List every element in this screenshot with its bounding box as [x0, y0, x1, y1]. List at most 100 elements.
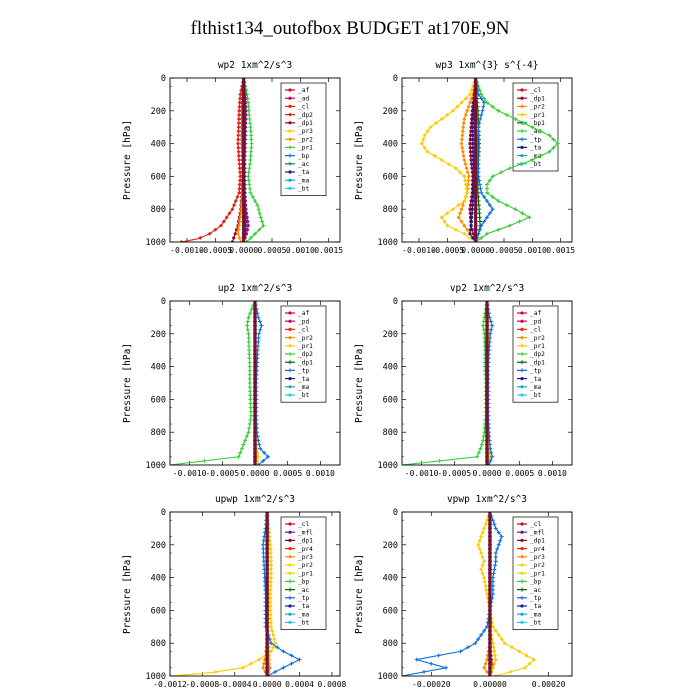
data-point — [478, 186, 483, 191]
data-point — [269, 559, 274, 564]
y-tick-label: 800 — [383, 428, 398, 438]
data-point — [468, 207, 472, 211]
data-point — [421, 137, 426, 142]
data-point — [538, 153, 543, 158]
legend-marker — [520, 104, 524, 109]
legend-marker — [288, 604, 292, 608]
x-tick-label: 0.0005 — [273, 469, 302, 478]
legend-label: _pd — [298, 318, 309, 325]
data-point — [531, 657, 536, 662]
data-point — [213, 669, 218, 674]
legend-marker — [520, 335, 524, 340]
data-point — [480, 108, 485, 113]
data-point — [255, 344, 260, 349]
legend-label: _ac — [298, 587, 309, 594]
data-point — [261, 665, 266, 670]
legend-marker — [288, 538, 292, 543]
data-point — [451, 207, 455, 212]
data-point — [268, 616, 273, 621]
data-point — [245, 323, 250, 328]
y-tick-label: 200 — [383, 541, 398, 551]
data-point — [289, 653, 294, 658]
x-tick-label: -0.0012 — [153, 680, 187, 689]
data-point — [482, 579, 487, 584]
legend-label: _ta — [530, 376, 541, 383]
data-point — [487, 335, 492, 340]
data-point — [261, 458, 266, 463]
data-point — [538, 129, 543, 134]
legend-marker — [520, 571, 524, 576]
data-point — [236, 149, 241, 154]
data-point — [463, 96, 468, 101]
legend-marker — [288, 571, 292, 576]
data-point — [232, 236, 236, 240]
data-point — [499, 637, 504, 642]
data-point — [246, 331, 251, 336]
data-point — [493, 551, 498, 555]
data-point — [488, 446, 493, 451]
data-point — [248, 121, 253, 126]
data-point — [244, 240, 249, 242]
legend-label: _pr1 — [530, 112, 545, 119]
legend-marker — [520, 522, 524, 526]
data-point — [462, 223, 467, 228]
data-point — [270, 628, 275, 633]
legend-label: _cl — [298, 327, 309, 334]
legend-label: _bp — [298, 579, 309, 586]
legend-marker — [288, 153, 292, 158]
data-point — [256, 463, 261, 465]
legend-marker — [520, 393, 524, 397]
legend: _af_pd _cl_pr2_pr1_dp2_dp1 _tp_ta_ma_bt — [280, 305, 327, 403]
data-point — [238, 450, 243, 455]
data-point — [256, 438, 261, 443]
data-point — [471, 199, 475, 203]
legend-label: _pr1 — [298, 145, 313, 152]
legend-marker — [520, 154, 524, 158]
x-tick-label: 0.0000 — [461, 246, 490, 255]
y-tick-label: 400 — [383, 140, 398, 150]
data-point — [468, 142, 472, 146]
data-point — [488, 331, 493, 336]
legend-label: _pr2 — [298, 335, 313, 342]
data-point — [249, 141, 254, 146]
chart-panel-1: wp2 1xm^2/s^3 Pressure [hPa] 0 200 400 600 800… — [122, 60, 343, 255]
data-point — [481, 323, 486, 328]
data-point — [271, 633, 276, 637]
data-point — [469, 96, 474, 101]
legend-label: _bt — [530, 620, 541, 627]
legend-label: _tp — [530, 595, 541, 602]
data-point — [248, 190, 253, 195]
data-point — [459, 219, 464, 224]
data-point — [471, 137, 475, 142]
data-point — [466, 104, 471, 109]
data-point — [268, 596, 273, 601]
legend-marker — [520, 612, 524, 616]
data-point — [179, 240, 184, 242]
data-point — [247, 182, 252, 187]
data-point — [471, 125, 475, 129]
data-point — [479, 190, 484, 195]
data-point — [465, 170, 470, 175]
data-point — [419, 141, 424, 146]
data-point — [470, 84, 475, 89]
data-point — [269, 571, 274, 576]
data-point — [471, 121, 475, 125]
data-point — [493, 526, 498, 531]
data-point — [268, 604, 273, 609]
data-point — [480, 571, 485, 576]
data-point — [465, 227, 470, 232]
data-point — [246, 224, 250, 228]
data-point — [236, 117, 241, 121]
legend-label: _pr2 — [530, 335, 545, 342]
data-point — [496, 530, 501, 535]
data-point — [238, 215, 243, 220]
x-tick-label: -0.0010 — [173, 469, 207, 478]
data-point — [484, 587, 489, 592]
legend-label: _ma — [298, 611, 309, 618]
data-point — [499, 170, 504, 175]
legend-marker — [288, 352, 292, 356]
legend-label: _ma — [298, 177, 309, 184]
legend-label: _tp — [298, 368, 309, 375]
legend-marker — [520, 360, 524, 365]
legend-label: _ma — [530, 153, 541, 160]
